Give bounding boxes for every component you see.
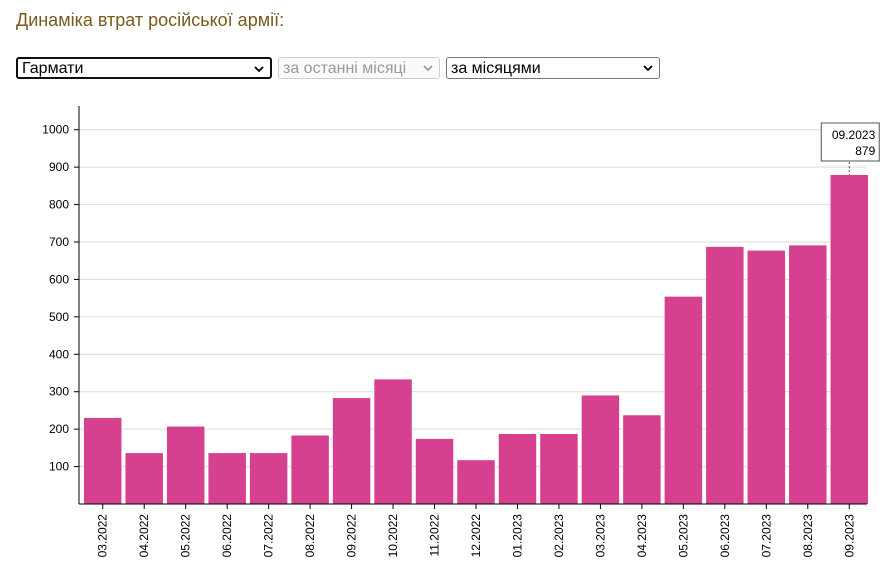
bar	[747, 250, 786, 504]
x-tick-label: 12.2022	[469, 514, 483, 558]
x-tick-label: 10.2022	[386, 514, 400, 558]
period-select: за останні місяці	[278, 57, 440, 79]
bar	[540, 434, 578, 504]
bar	[332, 398, 371, 504]
x-tick-label: 03.2023	[593, 514, 607, 558]
x-tick-label: 08.2022	[303, 514, 317, 558]
bar	[664, 296, 703, 504]
bar	[415, 438, 454, 504]
bar	[706, 246, 744, 504]
tooltip-label: 09.2023	[832, 128, 876, 142]
bar	[208, 453, 246, 504]
bar	[84, 417, 122, 504]
y-tick-label: 700	[49, 235, 69, 249]
x-tick-label: 11.2022	[428, 514, 442, 557]
bar	[830, 175, 868, 504]
x-tick-label: 09.2023	[842, 514, 856, 558]
x-tick-label: 06.2022	[220, 514, 234, 558]
bars	[84, 175, 868, 504]
category-select[interactable]: Гармати	[16, 57, 272, 79]
x-tick-label: 08.2023	[801, 514, 815, 558]
tooltip-box	[820, 122, 880, 162]
x-tick-label: 05.2022	[179, 514, 193, 558]
category-select-value: Гармати	[22, 60, 84, 77]
tooltip: 09.2023 879	[820, 122, 880, 176]
y-tick-label: 600	[49, 272, 69, 286]
bar	[166, 426, 205, 504]
axes	[74, 106, 867, 509]
y-tick-label: 900	[49, 160, 69, 174]
y-tick-label: 1000	[42, 123, 69, 137]
x-tick-label: 06.2023	[718, 514, 732, 558]
page-heading: Динаміка втрат російської армії:	[16, 10, 285, 30]
grouping-select-value: за місяцями	[451, 60, 541, 77]
bar	[291, 435, 329, 504]
x-tick-label: 01.2023	[510, 514, 524, 558]
x-tick-label: 09.2022	[345, 514, 359, 558]
y-tick-label: 500	[49, 310, 69, 324]
tooltip-value: 879	[855, 144, 875, 158]
x-tick-label: 04.2023	[635, 514, 649, 558]
y-tick-labels: 100 200 300 400 500 600 700 800 900 1000	[42, 123, 69, 474]
chevron-down-icon	[254, 66, 264, 73]
bar	[374, 379, 412, 504]
grouping-select[interactable]: за місяцями	[446, 57, 660, 79]
chevron-down-icon	[423, 65, 433, 72]
x-tick-label: 04.2022	[137, 514, 151, 558]
x-tick-labels: 03.2022 04.2022 05.2022 06.2022 07.2022 08.20…	[96, 514, 857, 558]
bar	[623, 415, 661, 504]
y-tick-label: 800	[49, 198, 69, 212]
x-tick-label: 07.2022	[262, 514, 276, 558]
bar	[581, 395, 620, 504]
x-tick-label: 05.2023	[676, 514, 690, 558]
y-tick-label: 300	[49, 385, 69, 399]
x-tick-label: 07.2023	[759, 514, 773, 558]
bar	[498, 434, 537, 504]
chevron-down-icon	[643, 65, 653, 72]
x-tick-label: 03.2022	[96, 514, 110, 558]
y-tick-label: 100	[49, 460, 69, 474]
bar	[125, 453, 163, 504]
period-select-value: за останні місяці	[283, 60, 407, 77]
y-tick-label: 400	[49, 347, 69, 361]
bar	[789, 245, 827, 504]
y-tick-label: 200	[49, 422, 69, 436]
x-tick-label: 02.2023	[552, 514, 566, 558]
bar	[457, 460, 495, 504]
bar	[249, 453, 288, 504]
